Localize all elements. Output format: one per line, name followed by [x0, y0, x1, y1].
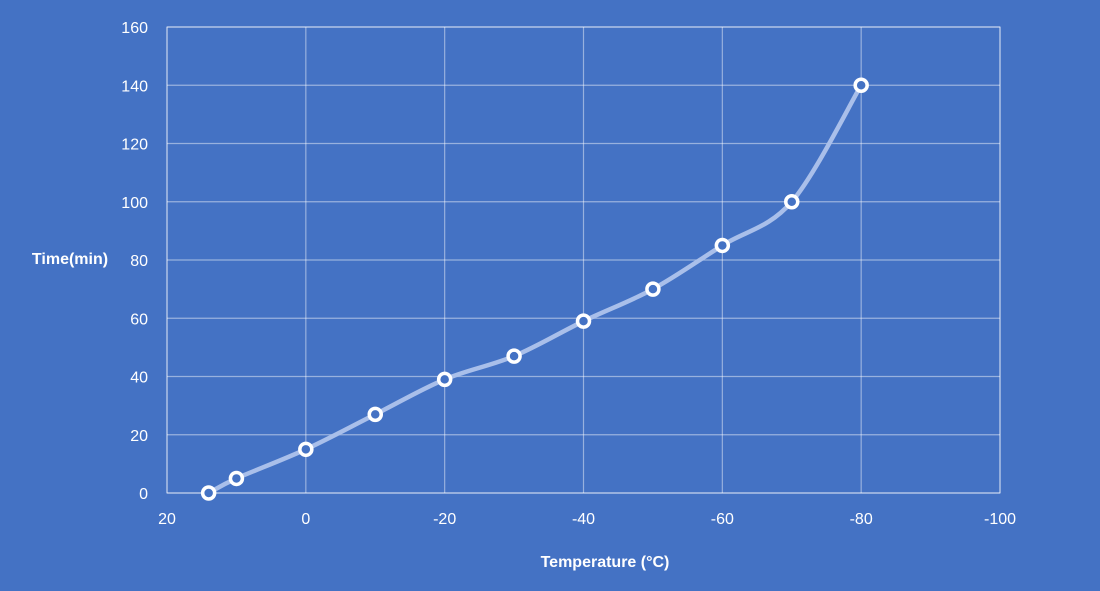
series-layer — [200, 77, 869, 501]
data-point-marker — [575, 313, 592, 329]
x-axis-tick-labels: 20 0 -20 -40 -60 -80 -100 — [158, 511, 1016, 528]
data-point-marker — [298, 441, 314, 458]
data-point-marker — [645, 281, 661, 297]
x-tick-label: -80 — [850, 511, 873, 528]
y-tick-label: 40 — [130, 370, 148, 387]
x-tick-label: -60 — [711, 511, 734, 528]
x-tick-label: -40 — [572, 511, 595, 528]
series-line — [206, 83, 864, 496]
x-tick-label: 20 — [158, 511, 176, 528]
x-tick-label: 0 — [301, 511, 310, 528]
x-tick-label: -100 — [984, 511, 1016, 528]
x-axis-title: Temperature (°C) — [541, 554, 670, 571]
data-point-marker — [506, 348, 522, 364]
y-tick-label: 140 — [121, 78, 148, 95]
data-point-marker — [714, 237, 731, 254]
plot-area-frame — [166, 26, 1001, 494]
y-tick-label: 20 — [130, 428, 148, 445]
y-axis-title: Time(min) — [32, 251, 108, 268]
data-point-marker — [228, 470, 245, 487]
data-point-marker — [436, 371, 453, 388]
data-point-marker — [367, 406, 383, 423]
y-axis-tick-labels: 0 20 40 60 80 100 120 140 160 — [121, 20, 148, 503]
data-point-marker — [200, 485, 217, 501]
y-tick-label: 80 — [130, 253, 148, 270]
y-tick-label: 60 — [130, 311, 148, 328]
data-point-marker — [784, 194, 800, 210]
y-tick-label: 160 — [121, 20, 148, 37]
grid — [166, 26, 1001, 494]
y-tick-label: 100 — [121, 195, 148, 212]
y-tick-label: 120 — [121, 137, 148, 154]
data-point-marker — [853, 77, 869, 93]
y-tick-label: 0 — [139, 486, 148, 503]
x-tick-label: -20 — [433, 511, 456, 528]
